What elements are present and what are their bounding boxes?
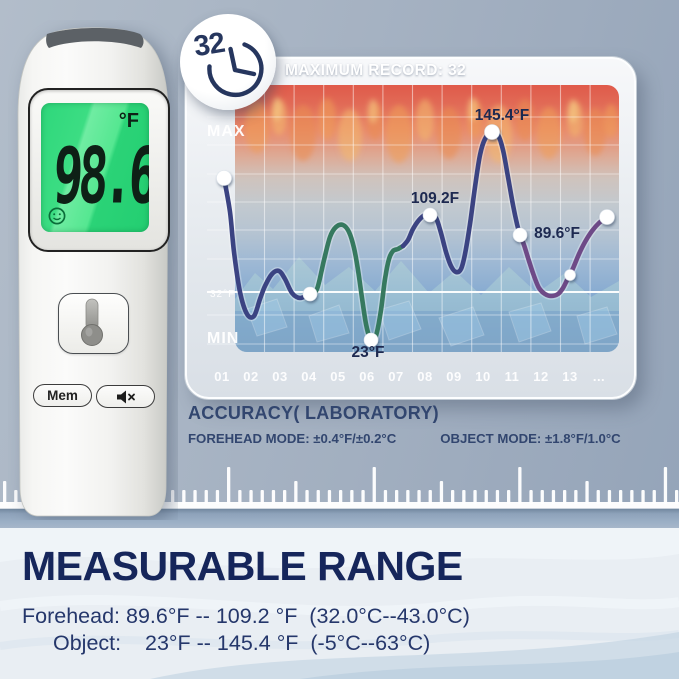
flames-texture: [245, 97, 618, 163]
svg-text:...: ...: [593, 369, 605, 384]
chart-labels: 145.4°F 109.2F 89.6°F 23°F MAX 32°F MIN 01 02 03 0…: [207, 107, 605, 384]
infrared-thermometer: 98.6 °F Mem: [8, 20, 178, 520]
svg-text:01: 01: [214, 369, 229, 384]
svg-text:06: 06: [359, 369, 374, 384]
svg-text:10: 10: [475, 369, 490, 384]
deep-ice-band: [235, 311, 619, 352]
measurable-range-section: MEASURABLE RANGE Forehead: 89.6°F -- 109…: [0, 528, 679, 679]
accuracy-section: ACCURACY( LABORATORY) FOREHEAD MODE: ±0.…: [188, 403, 673, 446]
max-record-badge: 32: [180, 14, 276, 110]
mem-button: Mem: [33, 384, 92, 407]
object-mode-accuracy: OBJECT MODE: ±1.8°F/1.0°C: [440, 431, 621, 446]
mem-button-label: Mem: [47, 388, 78, 403]
forehead-mode-accuracy: FOREHEAD MODE: ±0.4°F/±0.2°C: [188, 431, 397, 446]
data-point-dots: [216, 124, 615, 348]
clock-icon: [207, 42, 264, 97]
object-range: Object: 23°F -- 145.4 °F (-5°C--63°C): [53, 631, 431, 655]
unit-label: °F: [118, 110, 139, 132]
wave-pattern: [0, 528, 679, 679]
svg-text:13: 13: [562, 369, 577, 384]
forehead-range: Forehead: 89.6°F -- 109.2 °F (32.0°C--43…: [22, 604, 470, 628]
svg-text:11: 11: [505, 369, 520, 384]
svg-text:109.2F: 109.2F: [411, 190, 459, 207]
svg-text:05: 05: [330, 369, 345, 384]
measure-button: [58, 293, 129, 354]
svg-text:145.4°F: 145.4°F: [475, 107, 529, 124]
svg-text:89.6°F: 89.6°F: [534, 225, 580, 242]
svg-text:07: 07: [388, 369, 403, 384]
svg-text:12: 12: [533, 369, 548, 384]
mute-button: [96, 385, 155, 408]
accuracy-title: ACCURACY( LABORATORY): [188, 403, 439, 423]
chart-grid: [207, 85, 619, 352]
svg-text:04: 04: [301, 369, 317, 384]
svg-text:MIN: MIN: [207, 330, 239, 347]
svg-text:02: 02: [243, 369, 258, 384]
svg-text:03: 03: [272, 369, 287, 384]
svg-text:23°F: 23°F: [352, 344, 385, 361]
lcd-bezel: 98.6 °F: [28, 88, 170, 252]
chart-title: MAXIMUM RECORD: 32: [285, 62, 467, 79]
divider-bar: [0, 509, 679, 528]
svg-text:09: 09: [446, 369, 461, 384]
temperature-line-chart: 145.4°F 109.2F 89.6°F 23°F MAX 32°F MIN 01 02 03 0…: [207, 85, 619, 384]
range-title: MEASURABLE RANGE: [22, 543, 463, 589]
speaker-mute-icon: [116, 390, 135, 403]
sensor-cap: [46, 28, 144, 48]
badge-value: 32: [191, 26, 227, 64]
svg-text:32°F: 32°F: [210, 289, 235, 300]
lcd-screen: 98.6 °F: [41, 103, 149, 232]
ice-texture: [235, 257, 619, 352]
svg-text:08: 08: [417, 369, 432, 384]
thermometer-probe-icon: [81, 298, 103, 346]
temperature-reading: 98.6: [50, 129, 149, 222]
mountains-shape: [235, 257, 619, 352]
svg-text:MAX: MAX: [207, 123, 246, 140]
max-record-chart-panel: 145.4°F 109.2F 89.6°F 23°F MAX 32°F MIN 01 02 03 0…: [185, 57, 636, 399]
smiley-face-icon: [48, 207, 66, 225]
